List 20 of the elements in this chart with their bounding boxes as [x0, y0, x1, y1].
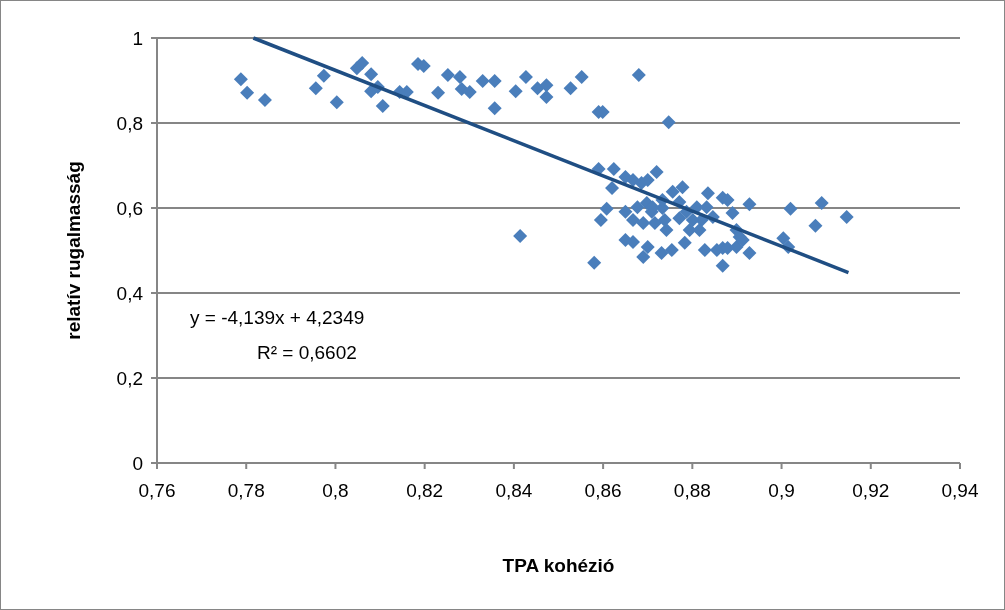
y-tick-label: 0,4 [116, 282, 144, 304]
annotation: R² = 0,6602 [257, 342, 357, 363]
x-axis-title: TPA kohézió [502, 555, 615, 576]
y-tick-label: 0,6 [116, 197, 143, 219]
x-tick-label: 0,88 [673, 480, 711, 501]
x-tick-label: 0,82 [406, 480, 444, 501]
x-tick-label: 0,84 [495, 480, 533, 501]
x-tick-label: 0,76 [138, 480, 176, 501]
annotation: y = -4,139x + 4,2349 [190, 307, 365, 328]
y-tick-label: 1 [132, 27, 143, 49]
y-tick-label: 0,2 [116, 367, 143, 389]
y-tick-label: 0,8 [116, 112, 143, 134]
x-tick-label: 0,92 [852, 480, 890, 501]
x-tick-label: 0,9 [768, 480, 795, 501]
x-tick-label: 0,86 [584, 480, 622, 501]
x-tick-label: 0,78 [227, 480, 265, 501]
x-tick-label: 0,94 [941, 480, 979, 501]
y-axis-title: relatív rugalmasság [63, 161, 84, 340]
x-tick-label: 0,8 [322, 480, 349, 501]
y-tick-label: 0 [132, 452, 143, 474]
